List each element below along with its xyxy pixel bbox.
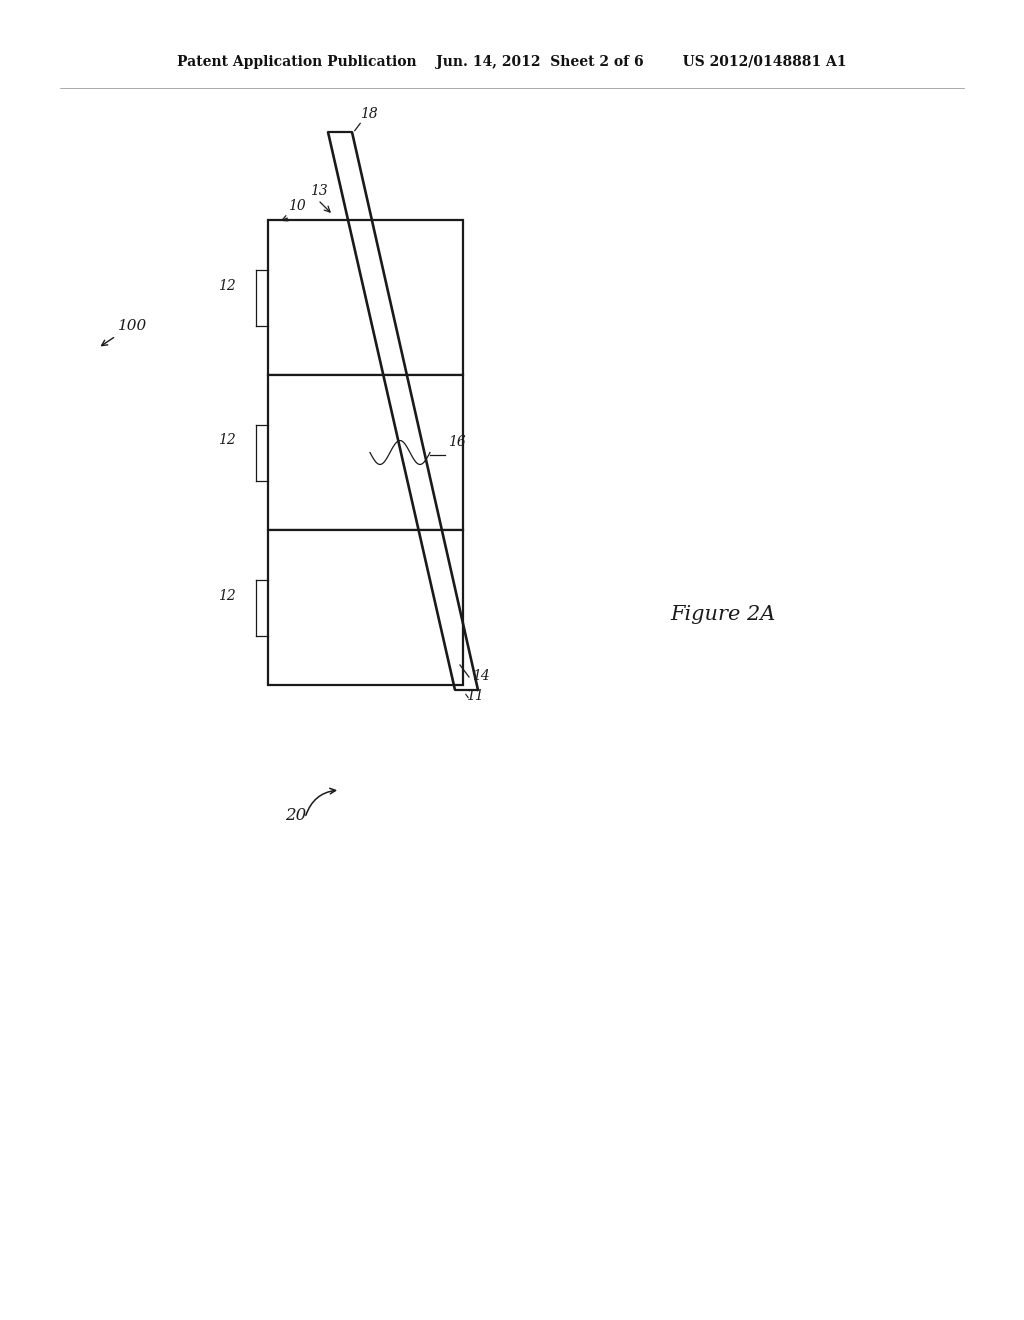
Text: 16: 16 <box>449 436 466 450</box>
Text: 12: 12 <box>218 433 236 447</box>
Text: 13: 13 <box>310 183 328 198</box>
Bar <box>268 375 463 531</box>
Text: 12: 12 <box>218 279 236 293</box>
Text: Patent Application Publication    Jun. 14, 2012  Sheet 2 of 6        US 2012/014: Patent Application Publication Jun. 14, … <box>177 55 847 69</box>
Text: 20: 20 <box>285 807 306 824</box>
Text: 11: 11 <box>466 689 483 704</box>
Text: 100: 100 <box>118 319 147 333</box>
Text: 14: 14 <box>472 669 489 682</box>
Bar <box>268 531 463 685</box>
Text: 10: 10 <box>288 199 306 213</box>
Text: 12: 12 <box>218 589 236 602</box>
Text: 18: 18 <box>360 107 378 121</box>
Text: Figure 2A: Figure 2A <box>670 605 775 624</box>
Bar <box>268 220 463 375</box>
